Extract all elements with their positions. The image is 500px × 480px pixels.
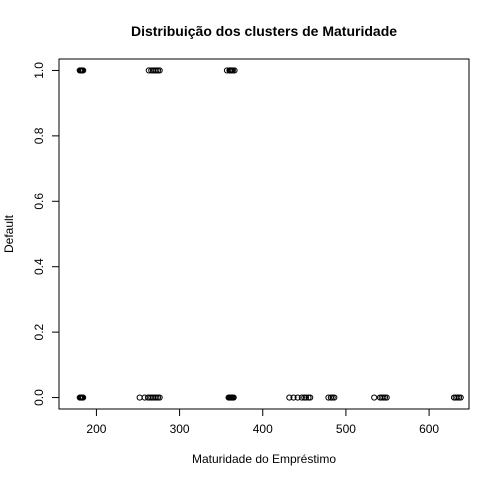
data-point — [457, 394, 464, 401]
data-point — [307, 394, 314, 401]
x-axis: 200 300 400 500 600 — [86, 408, 439, 436]
data-point — [290, 394, 297, 401]
data-point — [145, 67, 152, 74]
data-point — [298, 394, 305, 401]
data-point — [286, 394, 293, 401]
data-point — [302, 394, 310, 401]
x-tick-label: 200 — [86, 422, 106, 436]
data-point — [383, 394, 390, 401]
plot-frame — [58, 58, 470, 410]
y-tick-label: 0.4 — [32, 258, 46, 275]
data-point — [80, 394, 87, 401]
y-axis: 0.0 0.2 0.4 0.6 0.8 1.0 — [32, 62, 60, 406]
x-axis-title: Maturidade do Empréstimo — [192, 452, 336, 466]
x-tick-label: 400 — [253, 422, 273, 436]
data-point — [80, 67, 87, 74]
x-tick-label: 600 — [419, 422, 439, 436]
x-tick-label: 300 — [170, 422, 190, 436]
y-tick-label: 0.8 — [32, 127, 46, 144]
data-point — [331, 394, 338, 401]
data-point — [294, 394, 301, 401]
data-point — [230, 394, 237, 401]
x-tick-label: 500 — [336, 422, 356, 436]
data-point — [136, 394, 143, 401]
data-points — [76, 67, 464, 401]
y-axis-title: Default — [2, 214, 16, 253]
y-tick-label: 0.2 — [32, 323, 46, 340]
y-tick-label: 0.0 — [32, 389, 46, 406]
y-tick-label: 0.6 — [32, 193, 46, 210]
data-point — [156, 67, 163, 74]
data-point — [325, 394, 332, 401]
y-tick-label: 1.0 — [32, 62, 46, 79]
data-point — [231, 67, 238, 74]
data-point — [371, 394, 378, 401]
chart-title: Distribuição dos clusters de Maturidade — [131, 23, 397, 39]
data-point — [156, 394, 163, 401]
